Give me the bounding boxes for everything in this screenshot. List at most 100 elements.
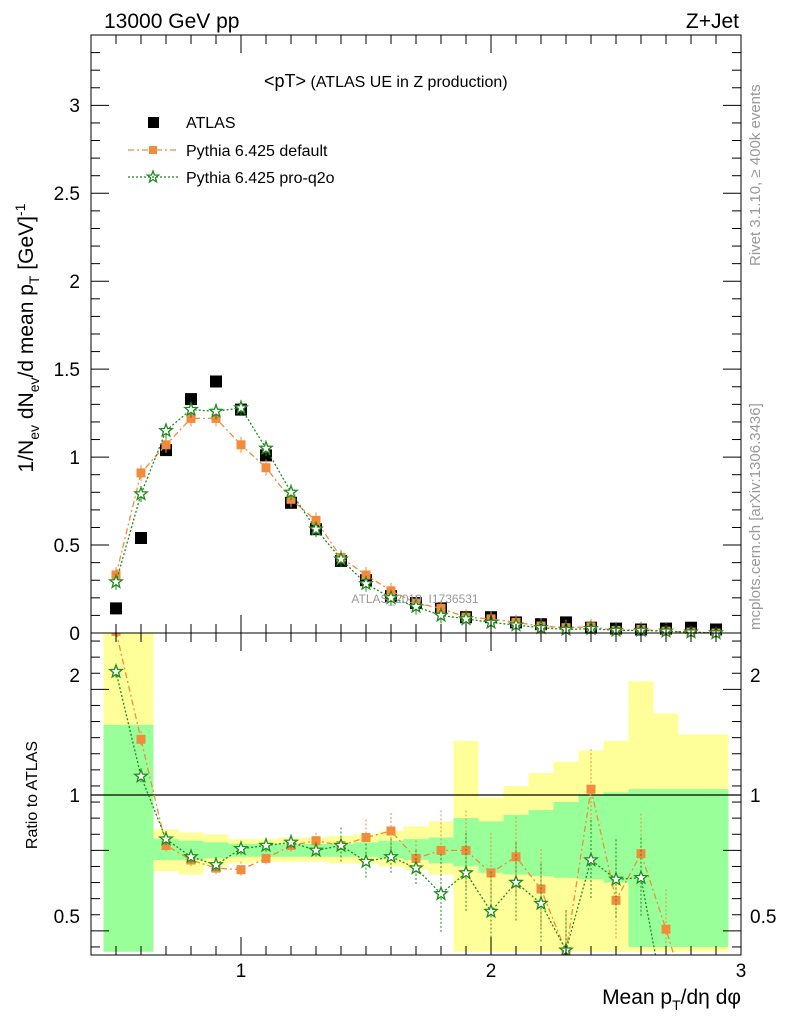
ratio-default-point-19 bbox=[586, 784, 596, 794]
ratio-default-point-22 bbox=[661, 924, 671, 934]
proq2o-point-12 bbox=[408, 598, 424, 614]
ratio-default-point-2 bbox=[161, 841, 171, 850]
ratio-default-point-11 bbox=[386, 826, 396, 836]
ratio-ytick-1-right: 1 bbox=[750, 786, 761, 807]
proq2o-point-10 bbox=[358, 575, 374, 591]
ratio-proq2o-point-8 bbox=[308, 842, 324, 858]
ratio-proq2o-point-16 bbox=[508, 874, 524, 890]
proq2o-point-9 bbox=[333, 550, 349, 566]
ratio-proq2o-point-2 bbox=[158, 830, 174, 846]
ratio-proq2o-point-10 bbox=[358, 853, 374, 869]
atlas-point-4 bbox=[210, 375, 222, 388]
xtick-2: 2 bbox=[486, 961, 497, 982]
ratio-default-point-1 bbox=[136, 734, 146, 744]
ratio-ytick-1-left: 1 bbox=[69, 786, 80, 807]
ratio-default-point-6 bbox=[261, 853, 271, 863]
ratio-default-point-10 bbox=[361, 833, 371, 842]
legend: <pT> (ATLAS UE in Z production) ATLAS Py… bbox=[128, 71, 508, 187]
proq2o-point-11 bbox=[383, 589, 399, 605]
default-point-8 bbox=[311, 515, 321, 525]
proq2o-point-13 bbox=[433, 607, 449, 623]
main-ytick-1: 1 bbox=[69, 448, 80, 469]
legend-title-main: <pT> bbox=[264, 71, 306, 91]
ratio-series-group-1 bbox=[108, 663, 657, 955]
ratio-proq2o-point-21 bbox=[633, 869, 649, 885]
ratio-series bbox=[108, 633, 675, 955]
ratio-band-inner-24 bbox=[703, 789, 729, 947]
y-axis-title: 1/Nev dNev/d mean pT [GeV]-1 bbox=[12, 203, 42, 472]
default-point-6 bbox=[261, 463, 271, 473]
xtick-3: 3 bbox=[736, 961, 747, 982]
legend-label-default: Pythia 6.425 default bbox=[186, 143, 328, 160]
mcplots-label: mcplots.cern.ch [arXiv:1306.3436] bbox=[747, 403, 764, 630]
proq2o-point-4 bbox=[208, 403, 224, 419]
ratio-default-point-16 bbox=[511, 852, 521, 862]
x-tick-labels: 1 2 3 bbox=[236, 961, 747, 982]
ratio-proq2o-point-14 bbox=[458, 864, 474, 880]
axis-ticks bbox=[90, 34, 742, 955]
proq2o-point-2 bbox=[158, 422, 174, 438]
proq2o-point-7 bbox=[283, 483, 299, 500]
default-point-1 bbox=[136, 468, 146, 478]
ratio-proq2o-point-19 bbox=[583, 851, 599, 867]
ratio-proq2o-point-5 bbox=[233, 840, 249, 856]
proq2o-point-1 bbox=[133, 485, 149, 501]
ratio-proq2o-point-0 bbox=[108, 663, 124, 679]
proq2o-point-6 bbox=[258, 439, 274, 456]
ratio-proq2o-point-20 bbox=[608, 870, 624, 887]
ratio-band-inner-4 bbox=[203, 842, 229, 859]
ratio-proq2o-point-17 bbox=[533, 895, 549, 911]
ratio-proq2o-point-11 bbox=[383, 848, 399, 864]
proq2o-point-3 bbox=[183, 401, 199, 417]
ratio-proq2o-point-1 bbox=[133, 767, 149, 783]
proq2o-point-5 bbox=[233, 399, 249, 415]
legend-title: <pT> (ATLAS UE in Z production) bbox=[264, 71, 508, 91]
main-ytick-2: 2 bbox=[69, 272, 80, 293]
ratio-band-inner-18 bbox=[553, 802, 579, 878]
ratio-default-point-21 bbox=[636, 849, 646, 859]
ratio-band-inner-23 bbox=[678, 789, 704, 947]
main-ytick-25: 2.5 bbox=[54, 184, 80, 205]
ratio-proq2o-point-15 bbox=[483, 903, 499, 919]
main-ytick-3: 3 bbox=[69, 96, 80, 117]
ratio-band-inner-15 bbox=[478, 821, 504, 873]
legend-label-atlas: ATLAS bbox=[186, 115, 236, 132]
ratio-band-inner-0 bbox=[103, 724, 129, 952]
ratio-band-inner-1 bbox=[128, 724, 154, 952]
default-point-5 bbox=[236, 440, 246, 450]
ratio-ytick-2-left: 2 bbox=[69, 666, 80, 687]
proq2o-point-0 bbox=[108, 573, 124, 589]
ratio-ytick-05-left: 0.5 bbox=[54, 907, 80, 928]
header-left: 13000 GeV pp bbox=[104, 10, 239, 33]
ratio-proq2o-point-6 bbox=[258, 837, 274, 853]
ratio-proq2o-point-12 bbox=[408, 859, 424, 875]
header-right: Z+Jet bbox=[686, 10, 739, 33]
ratio-default-point-13 bbox=[436, 845, 446, 855]
ratio-ytick-05-right: 0.5 bbox=[750, 907, 776, 928]
analysis-watermark: ATLAS_2019_I1736531 bbox=[351, 592, 479, 606]
ratio-ytick-2-right: 2 bbox=[750, 666, 761, 687]
proq2o-point-14 bbox=[458, 610, 474, 626]
main-y-tick-labels: 0 0.5 1 1.5 2 2.5 3 bbox=[54, 96, 80, 645]
ratio-proq2o-point-13 bbox=[433, 885, 449, 901]
legend-label-proq2o: Pythia 6.425 pro-q2o bbox=[186, 170, 335, 187]
atlas-point-3 bbox=[185, 393, 197, 406]
legend-marker-proq2o bbox=[145, 169, 161, 184]
default-point-3 bbox=[186, 413, 196, 423]
ratio-band-inner-22 bbox=[653, 789, 679, 947]
ratio-default-point-5 bbox=[236, 865, 246, 875]
x-axis-title: Mean pT/dη dφ bbox=[602, 986, 741, 1013]
proq2o-point-8 bbox=[308, 520, 324, 536]
legend-title-sub: (ATLAS UE in Z production) bbox=[310, 74, 507, 91]
xtick-1: 1 bbox=[236, 961, 247, 982]
legend-marker-atlas bbox=[148, 117, 159, 128]
ratio-default-point-8 bbox=[311, 836, 321, 846]
ratio-proq2o-point-9 bbox=[333, 837, 349, 853]
ratio-y-axis-title: Ratio to ATLAS bbox=[24, 741, 41, 849]
ratio-uncertainty-bands bbox=[103, 633, 729, 952]
main-ytick-05: 0.5 bbox=[54, 536, 80, 557]
legend-marker-default bbox=[149, 146, 157, 154]
ratio-proq2o-point-4 bbox=[208, 856, 224, 872]
default-point-10 bbox=[361, 570, 371, 580]
